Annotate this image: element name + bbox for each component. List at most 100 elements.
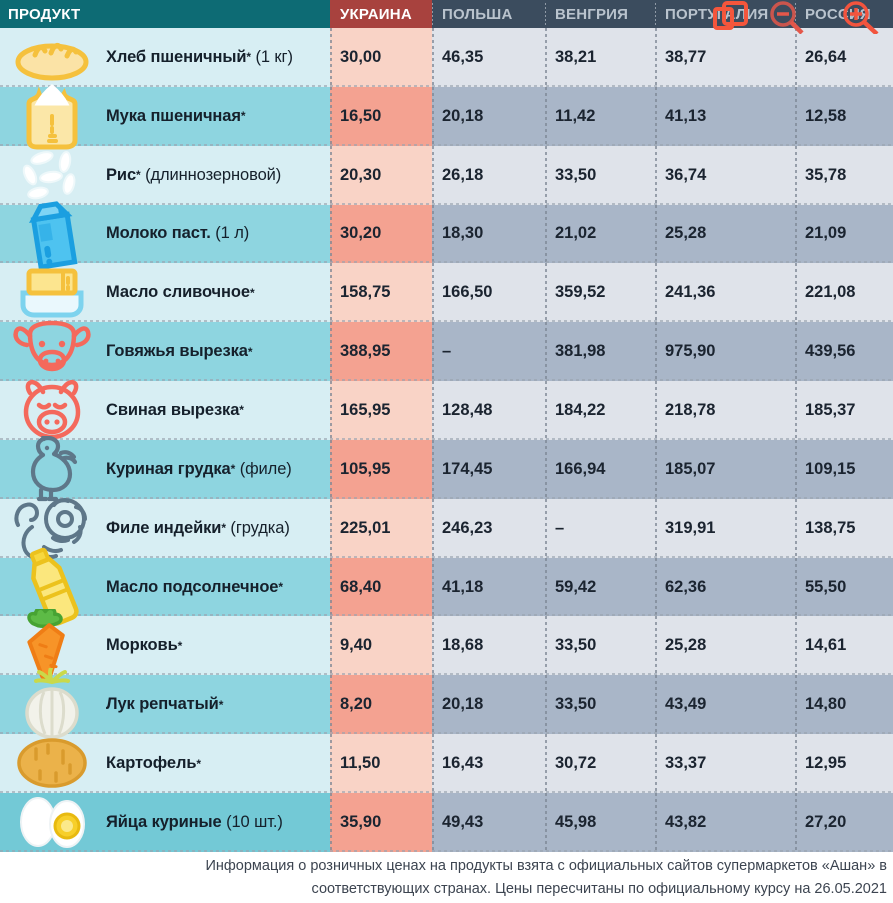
- table-row[interactable]: Лук репчатый * 8,20 20,18 33,50 43,49 14,80: [0, 668, 893, 740]
- product-footnote-asterisk: *: [221, 521, 226, 536]
- price-portugal-value: 38,77: [665, 47, 707, 66]
- cow-icon: [0, 314, 104, 388]
- product-footnote-asterisk: *: [246, 50, 251, 65]
- price-russia-cell: 27,20: [795, 792, 893, 852]
- carrot-icon: [0, 608, 104, 682]
- price-hungary-value: 381,98: [555, 342, 606, 361]
- table-row[interactable]: Масло сливочное * 158,75 166,50 359,52 241,36…: [0, 263, 893, 323]
- price-portugal-cell: 25,28: [655, 616, 795, 676]
- price-portugal-value: 62,36: [665, 577, 707, 596]
- table-header-row: ПРОДУКТ УКРАИНА ПОЛЬША ВЕНГРИЯ ПОРТУГАЛИ…: [0, 0, 893, 28]
- price-portugal-value: 41,13: [665, 106, 707, 125]
- table-row[interactable]: Картофель * 11,50 16,43 30,72 33,37 12,95: [0, 734, 893, 793]
- table-row[interactable]: Филе индейки * (грудка) 225,01 246,23 – 319,9…: [0, 497, 893, 561]
- price-hungary-value: 21,02: [555, 224, 597, 243]
- zoom-in-icon[interactable]: [840, 1, 885, 39]
- product-name-cell: Яйца куриные (10 шт.): [0, 792, 330, 852]
- price-hungary-cell: 33,50: [545, 675, 655, 735]
- price-russia-cell: 14,80: [795, 675, 893, 735]
- price-ukraine-cell: 30,00: [330, 28, 432, 87]
- zoom-out-icon[interactable]: [768, 1, 808, 39]
- price-portugal-cell: 43,82: [655, 792, 795, 852]
- table-row[interactable]: Молоко паст. (1 л) 30,20 18,30 21,02 25,28 21…: [0, 200, 893, 270]
- price-hungary-cell: 30,72: [545, 734, 655, 793]
- price-russia-value: 26,64: [805, 47, 847, 66]
- product-name-cell: Масло сливочное *: [0, 263, 330, 323]
- price-ukraine-value: 68,40: [340, 577, 382, 596]
- product-footnote-asterisk: *: [196, 756, 201, 771]
- table-row[interactable]: Морковь * 9,40 18,68 33,50 25,28 14,61: [0, 609, 893, 682]
- price-poland-cell: –: [432, 322, 545, 382]
- column-header-hungary[interactable]: ВЕНГРИЯ: [545, 0, 655, 28]
- product-unit-value: (грудка): [230, 518, 290, 537]
- price-poland-value: 246,23: [442, 518, 493, 537]
- price-hungary-cell: 38,21: [545, 28, 655, 87]
- table-row[interactable]: Говяжья вырезка * 388,95 – 381,98 975,90 439,5…: [0, 320, 893, 382]
- table-row[interactable]: Мука пшеничная * 16,50 20,18 11,42 41,13 12,58: [0, 83, 893, 150]
- price-hungary-cell: 21,02: [545, 204, 655, 264]
- product-name-label: Куриная грудка: [106, 459, 231, 478]
- price-hungary-cell: 11,42: [545, 86, 655, 146]
- price-russia-cell: 12,95: [795, 734, 893, 793]
- price-russia-value: 109,15: [805, 459, 856, 478]
- column-header-product[interactable]: ПРОДУКТ: [0, 0, 330, 28]
- product-name-label: Масло сливочное: [106, 283, 250, 302]
- table-row[interactable]: Рис * (длиннозерновой) 20,30 26,18 33,50 36,7…: [0, 145, 893, 205]
- table-row[interactable]: Свиная вырезка * 165,95 128,48 184,22 218,78 1…: [0, 380, 893, 440]
- product-name-cell: Филе индейки * (грудка): [0, 497, 330, 561]
- price-russia-value: 27,20: [805, 812, 847, 831]
- price-hungary-value: 33,50: [555, 695, 597, 714]
- price-hungary-cell: –: [545, 498, 655, 558]
- product-footnote-asterisk: *: [239, 403, 244, 418]
- price-portugal-value: 185,07: [665, 459, 716, 478]
- potato-icon: [0, 726, 104, 800]
- price-russia-value: 55,50: [805, 577, 847, 596]
- price-ukraine-value: 30,00: [340, 47, 382, 66]
- price-poland-value: 18,68: [442, 636, 484, 655]
- column-header-product-label: ПРОДУКТ: [8, 5, 81, 23]
- product-unit-value: (1 л): [215, 224, 250, 243]
- price-russia-cell: 14,61: [795, 616, 893, 676]
- product-name-label: Свиная вырезка: [106, 400, 240, 419]
- product-name-label: Яйца куриные: [106, 812, 222, 831]
- price-poland-cell: 128,48: [432, 381, 545, 440]
- table-row[interactable]: Хлеб пшеничный * (1 кг) 30,00 46,35 38,21 38,…: [0, 28, 893, 87]
- price-ukraine-value: 388,95: [340, 342, 391, 361]
- price-portugal-value: 43,82: [665, 812, 707, 831]
- price-hungary-value: 359,52: [555, 283, 606, 302]
- price-russia-cell: 12,58: [795, 86, 893, 146]
- turkey-icon: [0, 491, 104, 565]
- column-header-poland[interactable]: ПОЛЬША: [432, 0, 545, 28]
- product-footnote-asterisk: *: [247, 344, 253, 359]
- copy-icon[interactable]: [712, 1, 756, 36]
- price-poland-cell: 16,43: [432, 734, 545, 793]
- flour-sack-icon: [0, 79, 104, 153]
- price-hungary-cell: 381,98: [545, 322, 655, 382]
- price-poland-cell: 18,30: [432, 204, 545, 264]
- price-poland-cell: 49,43: [432, 792, 545, 852]
- price-poland-value: 46,35: [442, 47, 484, 66]
- price-portugal-cell: 33,37: [655, 734, 795, 793]
- price-russia-value: 185,37: [805, 400, 856, 419]
- column-header-ukraine[interactable]: УКРАИНА: [330, 0, 432, 28]
- table-row[interactable]: Яйца куриные (10 шт.) 35,90 49,43 45,98 43,8…: [0, 792, 893, 852]
- price-russia-value: 138,75: [805, 518, 856, 537]
- price-russia-value: 14,61: [805, 636, 847, 655]
- price-hungary-value: 30,72: [555, 754, 597, 773]
- price-russia-cell: 21,09: [795, 204, 893, 264]
- price-ukraine-cell: 16,50: [330, 86, 432, 146]
- price-russia-cell: 138,75: [795, 498, 893, 558]
- price-ukraine-value: 11,50: [340, 754, 381, 773]
- price-portugal-value: 25,28: [665, 224, 707, 243]
- price-portugal-value: 36,74: [665, 165, 707, 184]
- table-row[interactable]: Куриная грудка * (филе) 105,95 174,45 166,94…: [0, 435, 893, 502]
- price-ukraine-value: 20,30: [340, 165, 382, 184]
- price-portugal-cell: 218,78: [655, 381, 795, 440]
- product-footnote-asterisk: *: [177, 638, 183, 653]
- price-russia-cell: 109,15: [795, 439, 893, 499]
- product-name-label: Морковь: [106, 636, 178, 655]
- price-hungary-cell: 59,42: [545, 557, 655, 617]
- price-poland-value: 166,50: [442, 283, 493, 302]
- table-row[interactable]: Масло подсолнечное * 68,40 41,18 59,42 62,36 5…: [0, 547, 893, 626]
- price-portugal-cell: 185,07: [655, 439, 795, 499]
